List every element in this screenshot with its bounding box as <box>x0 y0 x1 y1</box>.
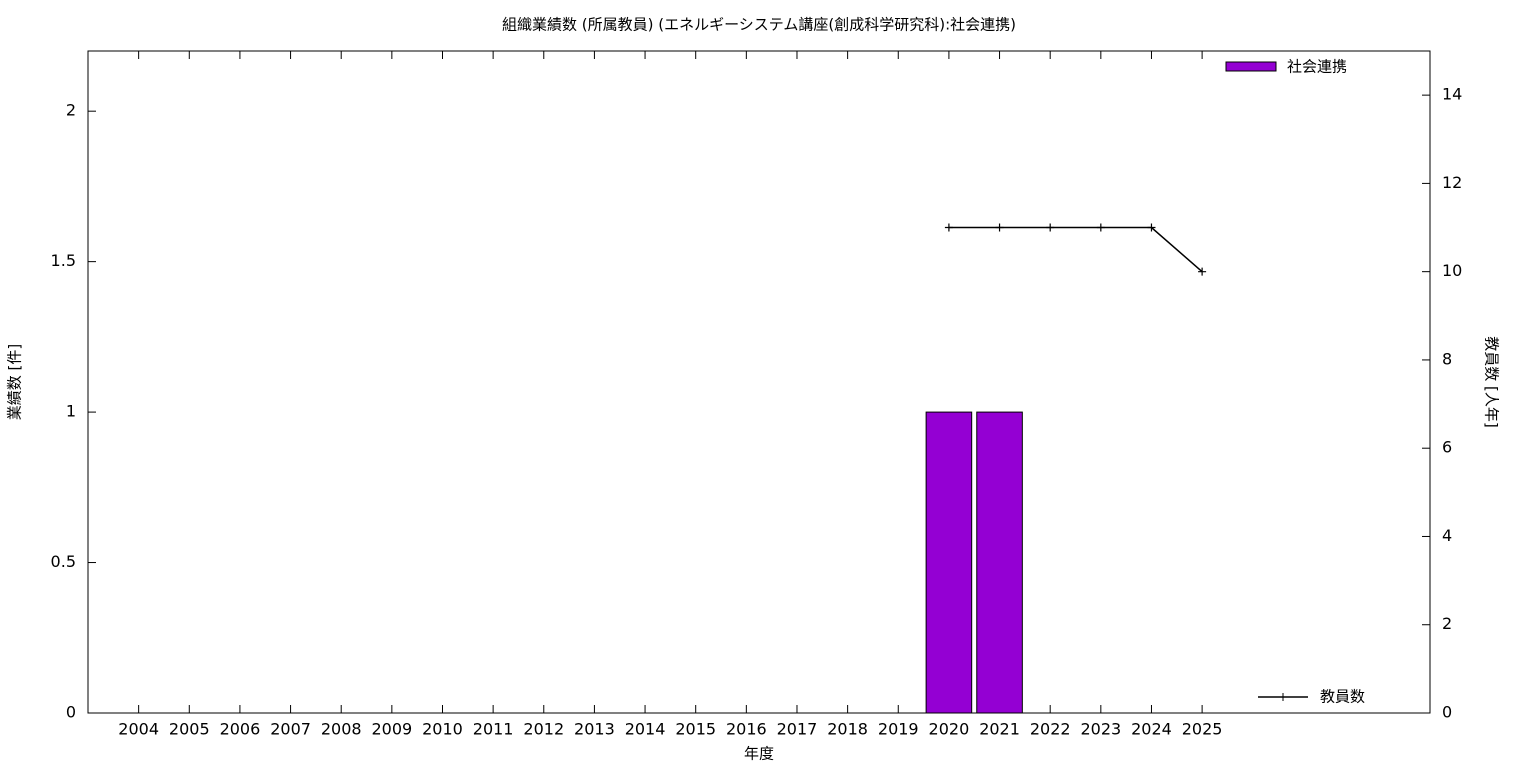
y-tick-label: 1 <box>66 402 76 421</box>
line <box>948 226 1203 273</box>
x-tick-label: 2017 <box>777 720 818 739</box>
x-tick-label: 2020 <box>929 720 970 739</box>
y2-tick-label: 12 <box>1442 173 1462 192</box>
legend-label: 教員数 <box>1320 688 1365 706</box>
y2-tick-label: 4 <box>1442 526 1452 545</box>
y-axis-label: 業績数 [件] <box>6 344 24 420</box>
x-tick-label: 2007 <box>270 720 311 739</box>
x-tick-label: 2012 <box>523 720 564 739</box>
y-tick-label: 2 <box>66 101 76 120</box>
chart-title: 組織業績数 (所属教員) (エネルギーシステム講座(創成科学研究科):社会連携) <box>502 16 1016 34</box>
bar <box>925 411 973 714</box>
x-tick-label: 2022 <box>1030 720 1071 739</box>
legend-marker <box>1279 693 1287 701</box>
x-tick-label: 2023 <box>1080 720 1121 739</box>
x-tick-label: 2016 <box>726 720 767 739</box>
y2-tick-label: 8 <box>1442 349 1452 368</box>
x-tick-label: 2025 <box>1182 720 1223 739</box>
y-tick-label: 0 <box>66 703 76 722</box>
y2-axis-label: 教員数 [人年] <box>1483 336 1501 427</box>
legend-label: 社会連携 <box>1287 58 1347 76</box>
x-axis-label: 年度 <box>744 745 774 763</box>
x-tick-label: 2006 <box>220 720 261 739</box>
x-tick-label: 2018 <box>827 720 868 739</box>
x-tick-label: 2021 <box>979 720 1020 739</box>
x-tick-label: 2005 <box>169 720 210 739</box>
x-tick-label: 2009 <box>371 720 412 739</box>
x-tick-label: 2010 <box>422 720 463 739</box>
y-tick-label: 0.5 <box>51 552 76 571</box>
y2-tick-label: 0 <box>1442 703 1452 722</box>
x-tick-label: 2024 <box>1131 720 1172 739</box>
bar <box>976 411 1023 714</box>
y2-tick-label: 10 <box>1442 261 1462 280</box>
y2-tick-label: 2 <box>1442 614 1452 633</box>
x-tick-label: 2015 <box>675 720 716 739</box>
x-tick-label: 2014 <box>625 720 666 739</box>
x-tick-label: 2019 <box>878 720 919 739</box>
plot-frame <box>87 50 1431 714</box>
x-tick-label: 2011 <box>473 720 514 739</box>
x-tick-label: 2013 <box>574 720 615 739</box>
y-tick-label: 1.5 <box>51 251 76 270</box>
y2-tick-label: 14 <box>1442 85 1462 104</box>
legend-swatch <box>1225 61 1277 72</box>
y2-tick-label: 6 <box>1442 438 1452 457</box>
x-tick-label: 2008 <box>321 720 362 739</box>
x-tick-label: 2004 <box>118 720 159 739</box>
